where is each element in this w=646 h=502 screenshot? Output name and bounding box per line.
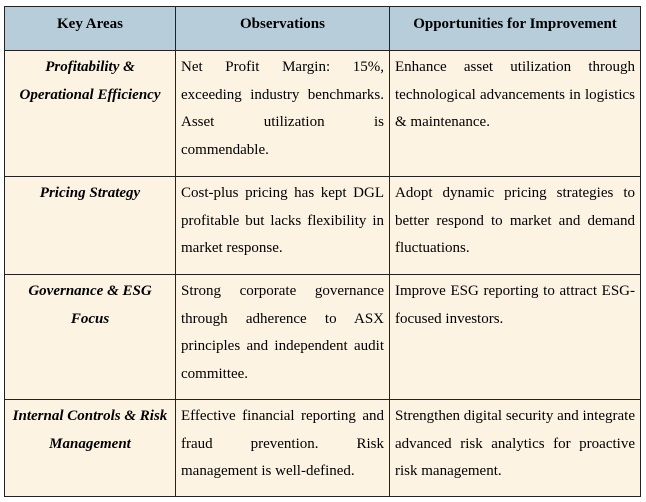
observation-cell: Net Profit Margin: 15%, exceeding indust…: [175, 50, 390, 177]
table-body: Profitability & Operational Efficiency N…: [4, 50, 641, 497]
table-row: Profitability & Operational Efficiency N…: [4, 50, 641, 177]
key-area-cell: Pricing Strategy: [4, 176, 176, 275]
key-area-cell: Profitability & Operational Efficiency: [4, 50, 176, 177]
header-opportunities: Opportunities for Improvement: [389, 6, 641, 51]
opportunity-cell: Enhance asset utilization through techno…: [389, 50, 641, 177]
table-header: Key Areas Observations Opportunities for…: [4, 6, 641, 51]
table-row: Governance & ESG Focus Strong corporate …: [4, 274, 641, 400]
opportunity-cell: Strengthen digital security and integrat…: [389, 399, 641, 497]
key-area-cell: Governance & ESG Focus: [4, 274, 176, 400]
observation-cell: Effective financial reporting and fraud …: [175, 399, 390, 497]
key-area-cell: Internal Controls & Risk Management: [4, 399, 176, 497]
observation-cell: Strong corporate governance through adhe…: [175, 274, 390, 400]
header-observations: Observations: [175, 6, 390, 51]
header-row: Key Areas Observations Opportunities for…: [4, 6, 641, 51]
table-row: Internal Controls & Risk Management Effe…: [4, 399, 641, 497]
header-key-areas: Key Areas: [4, 6, 176, 51]
observation-cell: Cost-plus pricing has kept DGL profitabl…: [175, 176, 390, 275]
table-row: Pricing Strategy Cost-plus pricing has k…: [4, 176, 641, 275]
opportunity-cell: Improve ESG reporting to attract ESG-foc…: [389, 274, 641, 400]
key-areas-table: Key Areas Observations Opportunities for…: [4, 6, 641, 497]
opportunity-cell: Adopt dynamic pricing strategies to bett…: [389, 176, 641, 275]
